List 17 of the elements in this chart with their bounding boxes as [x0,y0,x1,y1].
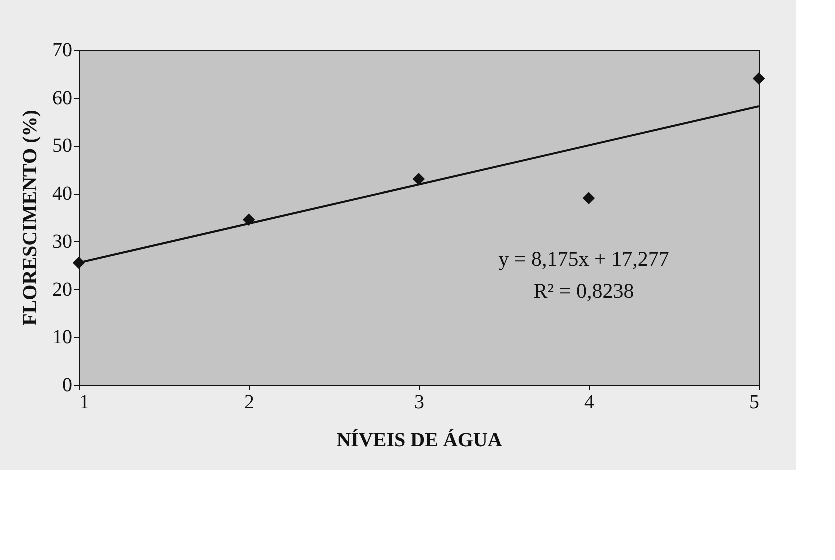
y-tick-label: 40 [52,183,72,206]
y-tick-label: 0 [62,374,72,396]
annotation: R² = 0,8238 [534,279,634,303]
x-tick-label: 3 [414,392,424,414]
y-tick-label: 60 [52,87,72,110]
y-tick-label: 20 [52,278,72,301]
y-axis-title: FLORESCIMENTO (%) [20,110,42,326]
y-tick-label: 10 [52,326,72,349]
y-tick-label: 70 [52,40,72,62]
x-axis-title: NÍVEIS DE ÁGUA [336,428,503,452]
x-tick-label: 1 [80,392,90,414]
y-tick-label: 30 [52,230,72,253]
x-tick-label: 2 [244,392,254,414]
annotation: y = 8,175x + 17,277 [498,247,670,271]
x-tick-label: 5 [750,392,760,414]
x-tick-label: 4 [584,392,594,414]
y-tick-label: 50 [52,135,72,158]
